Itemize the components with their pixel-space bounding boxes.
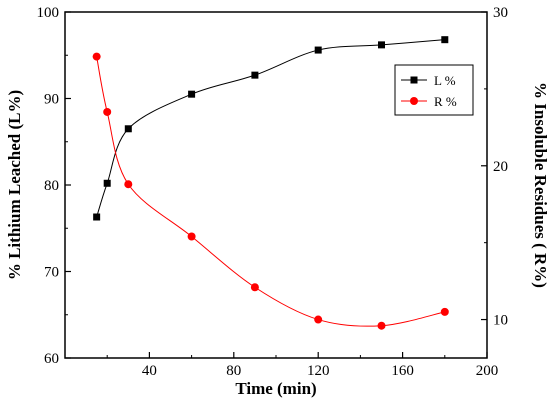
data-point-r <box>92 52 101 61</box>
data-point-l <box>251 71 259 79</box>
left-tick-label: 60 <box>44 351 59 367</box>
data-point-l <box>124 125 132 133</box>
x-tick-label: 80 <box>226 363 241 379</box>
series-layer <box>92 36 449 330</box>
data-point-r <box>250 283 259 292</box>
series-line-1 <box>96 56 445 327</box>
right-tick-label: 10 <box>493 313 508 329</box>
legend-marker-l <box>410 76 418 84</box>
right-tick-label: 30 <box>493 5 508 21</box>
right-axis-ticks: 10 20 30 <box>481 5 508 329</box>
x-axis-ticks: 40 80 120 160 200 <box>106 352 499 379</box>
right-tick-label: 20 <box>493 159 508 175</box>
data-point-l <box>93 213 101 221</box>
x-tick-label: 200 <box>476 363 499 379</box>
x-axis-title: Time (min) <box>235 379 316 398</box>
left-tick-label: 90 <box>44 92 59 108</box>
data-point-r <box>103 107 112 116</box>
x-tick-label: 120 <box>307 363 330 379</box>
data-point-l <box>103 179 111 187</box>
data-point-r <box>377 321 386 330</box>
left-tick-label: 100 <box>37 5 60 21</box>
left-axis-title: % Lithium Leached (L%) <box>5 90 24 280</box>
data-point-l <box>441 36 449 44</box>
left-axis-ticks: 60 70 80 90 100 <box>37 5 71 367</box>
right-axis-title: % Insoluble Residues ( R%) <box>531 82 550 288</box>
data-point-r <box>440 307 449 316</box>
data-point-l <box>188 90 196 98</box>
legend-label-l: L % <box>434 73 456 88</box>
data-point-r <box>187 232 196 241</box>
data-point-r <box>314 315 323 324</box>
legend: L % R % <box>394 64 474 116</box>
series-line-0 <box>96 39 445 218</box>
x-tick-label: 160 <box>391 363 414 379</box>
left-tick-label: 80 <box>44 178 59 194</box>
legend-label-r: R % <box>434 94 457 109</box>
left-tick-label: 70 <box>44 265 59 281</box>
legend-box <box>394 64 474 116</box>
data-point-r <box>124 180 133 189</box>
x-tick-label: 40 <box>142 363 157 379</box>
legend-marker-r <box>410 97 418 105</box>
data-point-l <box>314 46 322 54</box>
data-point-l <box>378 41 385 49</box>
